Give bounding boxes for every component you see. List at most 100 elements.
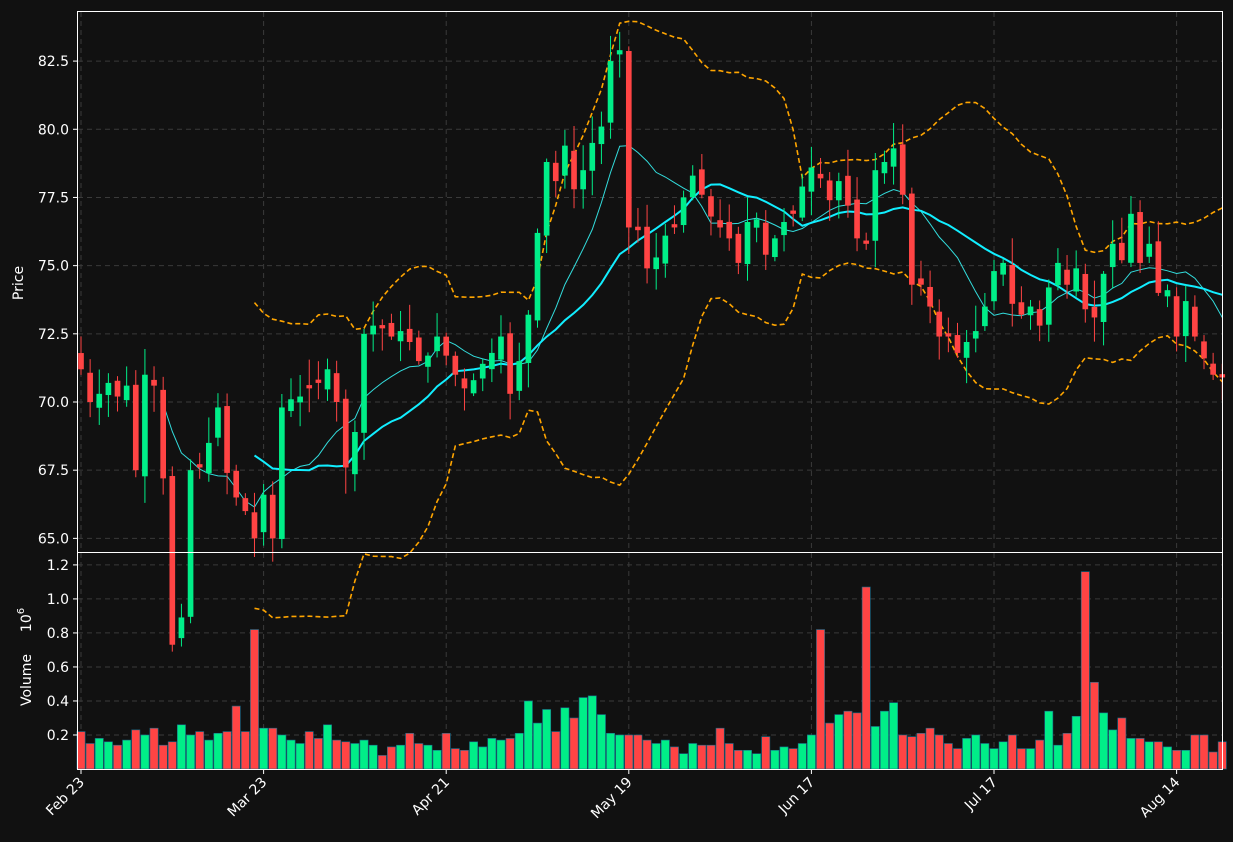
volume-bar-down [240,731,250,770]
candle-body-down [826,180,833,201]
volume-bar-down [387,746,396,770]
volume-bar-down [761,736,771,770]
candle-body-up [689,175,696,198]
candle-body-up [543,162,550,236]
candle-body-down [726,221,733,239]
volume-bar-up [889,702,898,770]
volume-bar-down [414,743,424,770]
volume-bar-down [149,727,159,770]
candle-body-up [425,355,431,367]
candle-body-up [205,442,212,474]
volume-bar-down [85,743,95,770]
price-tick-label: 70.0 [38,395,69,411]
candle-body-down [909,193,915,285]
candle-body-up [370,325,376,335]
volume-bar-up [368,744,378,770]
candle-body-down [863,240,870,244]
volume-axis-label: Volume [19,654,35,706]
candle-body-down [717,220,723,228]
bollinger-upper-line [253,20,1223,331]
volume-tick-label: 1.0 [47,592,69,608]
volume-bar-down [222,731,232,770]
volume-bar-down [861,586,871,770]
volume-bar-down [907,736,917,770]
volume-bar-up [1144,741,1154,770]
candle-body-down [78,353,84,370]
volume-bar-up [1071,715,1081,770]
candle-body-down [762,222,769,255]
volume-bar-up [597,714,606,770]
volume-bar-down [1080,571,1090,770]
candle-body-down [1155,241,1162,293]
volume-bar-up [1099,712,1108,770]
candle-body-up [123,385,130,401]
candle-body-down [1018,302,1025,315]
candle-body-up [534,232,541,321]
volume-bar-up [1026,748,1035,770]
volume-bar-down [1016,748,1026,770]
volume-bar-up [606,732,615,770]
volume-bar-up [396,744,405,770]
candle-body-up [516,361,523,391]
volume-bar-up [94,738,104,770]
candle-body-up [972,331,979,339]
volume-scale-label: 106 [16,608,35,632]
volume-bar-down [852,712,862,770]
candle-body-up [963,342,970,358]
volume-bar-up [350,743,360,770]
volume-bar-up [989,748,999,770]
candle-body-up [1045,287,1052,325]
volume-scale-exponent: 6 [16,608,27,614]
candle-body-up [489,352,495,370]
candle-body-up [479,363,486,379]
volume-bar-up [688,743,698,770]
candle-body-down [242,498,249,512]
volume-bar-up [277,734,287,770]
volume-bar-down [1117,717,1127,770]
volume-bar-down [1208,751,1218,770]
volume-bar-down [953,748,962,770]
candle-body-down [918,278,924,285]
volume-bar-up [615,734,625,770]
candle-body-down [671,224,678,228]
candle-body-down [927,286,933,307]
volume-bar-down [724,743,734,770]
candle-body-down [87,372,93,402]
candle-body-up [562,145,568,176]
candle-body-down [461,378,468,389]
volume-bar-down [925,727,935,770]
volume-bar-up [1108,729,1118,770]
volume-bar-down [733,749,743,770]
candle-body-down [306,385,313,389]
volume-tick-label: 0.4 [47,694,69,710]
candle-body-down [406,328,413,342]
volume-bar-down [715,727,725,770]
volume-bar-up [560,707,570,770]
volume-bar-up [806,734,816,770]
volume-bar-down [642,739,652,770]
volume-bar-up [103,741,113,770]
volume-bar-up [1044,710,1054,770]
candle-body-up [96,393,103,408]
price-tick-label: 82.5 [38,54,69,70]
volume-bar-up [487,738,497,770]
volume-bar-down [167,741,177,770]
volume-bar-down [341,741,351,770]
volume-bar-up [880,710,889,770]
candle-body-up [607,61,614,123]
price-tick-label: 80.0 [38,122,69,138]
candle-body-down [1118,242,1125,261]
candle-body-down [251,512,258,539]
volume-bar-up [140,734,150,770]
volume-bar-down [825,722,835,770]
candle-body-down [1009,264,1016,304]
volume-bar-down [158,744,168,770]
price-axis-label: Price [11,266,27,300]
candle-body-up [781,222,787,236]
candle-body-down [224,406,230,473]
candlestick-layer [78,31,1226,652]
candle-body-down [379,325,386,329]
candle-body-down [1201,341,1207,359]
candle-body-up [498,336,504,360]
